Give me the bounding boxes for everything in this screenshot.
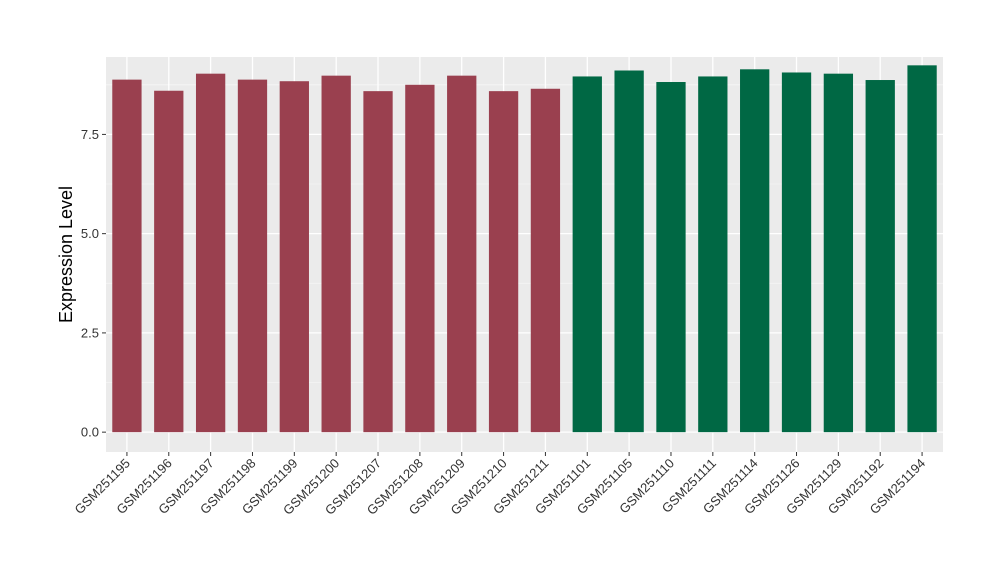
bar (823, 73, 854, 433)
bar (488, 91, 519, 433)
bar (572, 76, 602, 433)
bar (154, 90, 184, 433)
bar (656, 82, 686, 433)
x-axis: GSM251195GSM251196GSM251197GSM251198GSM2… (72, 452, 928, 518)
bar (279, 81, 309, 433)
y-tick-label: 2.5 (81, 325, 99, 340)
y-tick-label: 7.5 (81, 127, 99, 142)
bar (530, 88, 561, 433)
bar (195, 73, 226, 433)
bar (614, 70, 644, 433)
bar (321, 75, 351, 433)
bar (781, 72, 812, 433)
y-tick-label: 0.0 (81, 425, 99, 440)
bar (698, 76, 728, 433)
bar (405, 84, 435, 433)
bar (363, 91, 393, 433)
y-axis-title: Expression Level (56, 186, 76, 323)
bar (907, 65, 937, 433)
bar (447, 75, 477, 433)
bar (112, 79, 142, 433)
y-tick-label: 5.0 (81, 226, 99, 241)
bar (237, 79, 268, 433)
plot-panel (106, 57, 943, 452)
bar (865, 80, 895, 433)
bar (740, 69, 770, 433)
bars (112, 65, 937, 433)
y-axis: 0.0 2.5 5.0 7.5 (81, 127, 106, 440)
